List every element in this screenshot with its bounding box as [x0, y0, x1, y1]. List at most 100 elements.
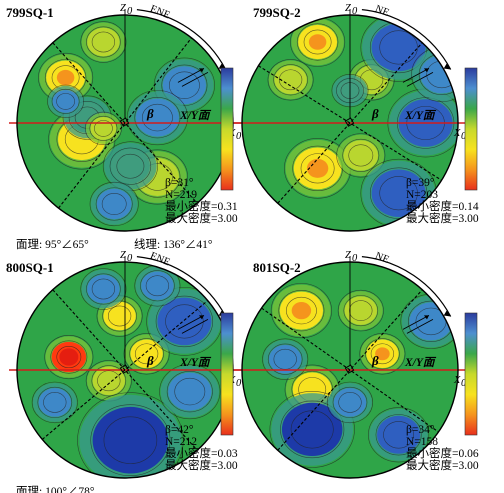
contour-line [95, 187, 133, 221]
shear-arrow [181, 319, 209, 334]
center-marker [344, 364, 355, 374]
annotation-n: N=158 [406, 436, 438, 448]
contour-line [91, 31, 116, 53]
beta-marker: β [371, 106, 379, 121]
contour-line [80, 21, 127, 63]
contour-line [379, 176, 418, 211]
density-peak [306, 158, 329, 178]
great-circle-line [41, 300, 209, 440]
great-circle-line [52, 289, 198, 451]
contour-line [159, 364, 221, 420]
contour-line [50, 340, 88, 374]
direction-arc [361, 256, 452, 317]
density-peak [59, 348, 79, 366]
shear-arrowhead [423, 68, 429, 73]
contour-line [80, 268, 127, 310]
z-axis-subscript: 0 [127, 253, 133, 264]
contour-line [107, 305, 132, 327]
contour-line [43, 392, 67, 413]
great-circle-line [58, 37, 192, 209]
contour-line [90, 404, 171, 477]
contour-line [89, 181, 139, 227]
contour-line [129, 338, 164, 370]
z-axis-subscript: 0 [352, 6, 358, 17]
colorbar [220, 312, 234, 436]
colorbar [464, 67, 478, 191]
shear-arrow [402, 68, 430, 83]
contour-line [168, 71, 200, 99]
direction-label: NE [373, 4, 390, 19]
density-peak [375, 347, 390, 361]
xy-plane-label: X/Y面 [404, 356, 437, 369]
direction-arrowhead [443, 63, 451, 70]
direction-arc [136, 256, 227, 317]
contour-line [338, 392, 362, 413]
xy-plane-label: X/Y面 [179, 109, 212, 122]
shear-arrowhead [423, 315, 429, 320]
contour-line [270, 283, 332, 339]
contour-line [278, 69, 303, 91]
contour-line [86, 273, 121, 305]
contour-line [369, 167, 428, 219]
annotation-n: N=212 [165, 436, 197, 448]
lineation-label: 线理: 136°∠41° [134, 237, 213, 251]
stereonet-panel: 799SQ-1Z0X0ENEβX/Y面β=31°N=219最小密度=0.31最大… [6, 3, 242, 251]
foliation-label: 面理: 100°∠78° [16, 485, 95, 493]
contour-line [51, 88, 80, 114]
x-axis-subscript: 0 [461, 378, 467, 389]
x-axis-subscript: 0 [461, 131, 467, 142]
beta-marker: β [371, 353, 379, 368]
contour-line [383, 421, 415, 449]
contour-line [337, 289, 384, 332]
annotation-max-density: 最大密度=3.00 [165, 458, 238, 472]
shear-arrowhead [198, 315, 204, 320]
contour-line [267, 343, 303, 375]
contour-line [342, 138, 380, 172]
contour-line [379, 30, 418, 65]
z-axis-subscript: 0 [127, 6, 133, 17]
annotation-beta: β=31° [165, 177, 194, 189]
contour-line [285, 296, 317, 325]
contour-line [273, 64, 308, 96]
contour-line [343, 295, 379, 327]
contour-line [368, 407, 430, 463]
annotation-n: N=203 [406, 189, 438, 201]
contour-line [145, 275, 170, 297]
z-axis-label: Z [120, 250, 126, 261]
contour-line [134, 96, 181, 139]
contour-line [290, 410, 334, 449]
density-field [38, 21, 215, 227]
density-field [31, 265, 223, 478]
xy-plane-label: X/Y面 [404, 109, 437, 122]
shear-arrow [406, 319, 434, 334]
contour-line [278, 289, 325, 332]
density-peak [308, 34, 327, 50]
stereonet-panel: 800SQ-1Z0X0ENEβX/Y面β=42°N=212最小密度=0.03最大… [6, 250, 242, 493]
contour-line [280, 400, 345, 459]
contour-line [262, 338, 309, 380]
shear-arrow [181, 72, 209, 87]
sample-label: 801SQ-2 [253, 260, 301, 275]
beta-marker: β [146, 106, 154, 121]
z-axis-label: Z [120, 3, 126, 14]
great-circle-line [52, 42, 198, 204]
contour-line [89, 115, 118, 141]
annotation-min-density: 最小密度=0.31 [165, 199, 238, 213]
direction-arc [136, 9, 227, 70]
x-axis-subscript: 0 [236, 131, 242, 142]
contour-line [336, 133, 386, 178]
z-axis-label: Z [345, 250, 351, 261]
contour-line [37, 386, 73, 418]
annotation-beta: β=42° [165, 424, 194, 436]
contour-line [348, 144, 374, 167]
center-marker [344, 117, 355, 127]
shear-arrowhead [198, 68, 204, 73]
shear-arrow [177, 68, 205, 83]
contour-line [91, 278, 116, 300]
contour-line [134, 343, 159, 365]
contour-line [101, 192, 127, 216]
x-axis-label: X [453, 375, 461, 386]
contour-line [116, 153, 145, 179]
